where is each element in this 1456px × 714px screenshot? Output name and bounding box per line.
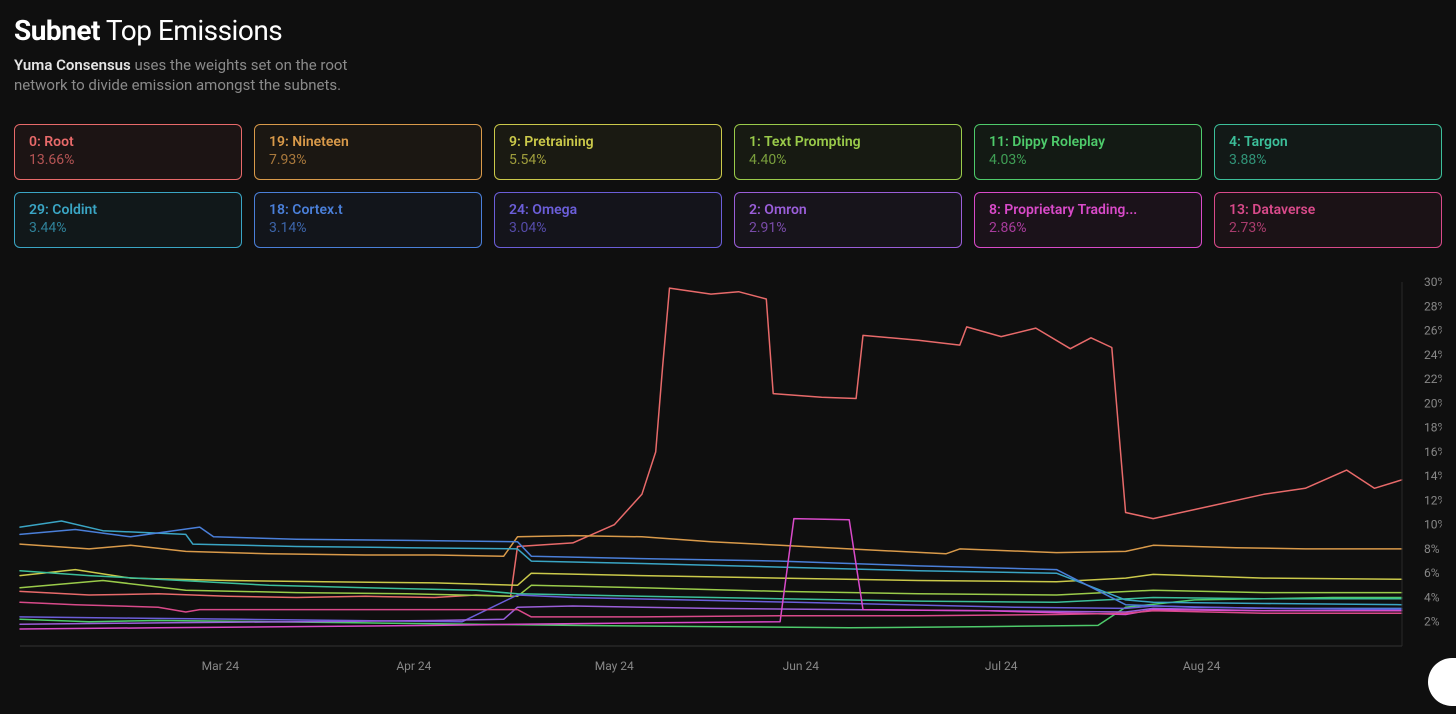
y-tick-label: 26%	[1424, 324, 1442, 338]
legend-grid: 0: Root13.66%19: Nineteen7.93%9: Pretrai…	[14, 124, 1442, 249]
y-tick-label: 6%	[1424, 566, 1440, 580]
x-tick-label: May 24	[595, 659, 634, 673]
legend-label: 24: Omega	[509, 201, 707, 219]
legend-item-2[interactable]: 2: Omron2.91%	[734, 192, 962, 248]
y-tick-label: 2%	[1424, 615, 1440, 629]
chart-container: 2% 4% 6% 8% 10% 12% 14% 16% 18% 20% 22% 24% 26% 28% 30…	[14, 266, 1442, 686]
x-tick-label: Jul 24	[985, 659, 1018, 673]
legend-value: 3.88%	[1229, 151, 1427, 169]
legend-label: 11: Dippy Roleplay	[989, 133, 1187, 151]
legend-label: 1: Text Prompting	[749, 133, 947, 151]
x-tick-label: Mar 24	[202, 659, 240, 673]
series-line	[20, 521, 1402, 605]
x-tick-label: Apr 24	[396, 659, 431, 673]
legend-label: 2: Omron	[749, 201, 947, 219]
series-line	[20, 288, 1402, 597]
legend-label: 0: Root	[29, 133, 227, 151]
legend-value: 4.03%	[989, 151, 1187, 169]
page-title: Subnet Top Emissions	[14, 14, 1442, 47]
legend-item-4[interactable]: 4: Targon3.88%	[1214, 124, 1442, 180]
legend-item-0[interactable]: 0: Root13.66%	[14, 124, 242, 180]
y-tick-label: 4%	[1424, 591, 1440, 605]
legend-item-8[interactable]: 8: Proprietary Trading...2.86%	[974, 192, 1202, 248]
legend-value: 5.54%	[509, 151, 707, 169]
legend-item-11[interactable]: 11: Dippy Roleplay4.03%	[974, 124, 1202, 180]
page-header: Subnet Top Emissions Yuma Consensus uses…	[14, 14, 1442, 96]
legend-value: 7.93%	[269, 151, 467, 169]
legend-item-13[interactable]: 13: Dataverse2.73%	[1214, 192, 1442, 248]
legend-label: 29: Coldint	[29, 201, 227, 219]
legend-value: 2.91%	[749, 219, 947, 237]
y-tick-label: 28%	[1424, 300, 1442, 314]
y-tick-label: 22%	[1424, 372, 1442, 386]
x-tick-label: Aug 24	[1183, 659, 1221, 673]
title-rest: Top Emissions	[106, 14, 282, 47]
legend-label: 4: Targon	[1229, 133, 1427, 151]
legend-value: 3.14%	[269, 219, 467, 237]
y-tick-label: 16%	[1424, 445, 1442, 459]
y-tick-label: 14%	[1424, 469, 1442, 483]
legend-label: 13: Dataverse	[1229, 201, 1427, 219]
series-line	[20, 536, 1402, 557]
y-tick-label: 12%	[1424, 494, 1442, 508]
legend-item-29[interactable]: 29: Coldint3.44%	[14, 192, 242, 248]
legend-item-1[interactable]: 1: Text Prompting4.40%	[734, 124, 962, 180]
y-tick-label: 8%	[1424, 542, 1440, 556]
emissions-chart: 2% 4% 6% 8% 10% 12% 14% 16% 18% 20% 22% 24% 26% 28% 30…	[14, 266, 1442, 686]
y-tick-label: 20%	[1424, 397, 1442, 411]
legend-label: 9: Pretraining	[509, 133, 707, 151]
legend-value: 13.66%	[29, 151, 227, 169]
subtitle-strong: Yuma Consensus	[14, 56, 131, 74]
legend-value: 2.86%	[989, 219, 1187, 237]
title-bold: Subnet	[14, 14, 100, 47]
legend-value: 3.44%	[29, 219, 227, 237]
x-tick-label: Jun 24	[783, 659, 820, 673]
y-tick-label: 30%	[1424, 275, 1442, 289]
y-tick-label: 24%	[1424, 348, 1442, 362]
y-tick-label: 10%	[1424, 518, 1442, 532]
legend-item-24[interactable]: 24: Omega3.04%	[494, 192, 722, 248]
y-tick-label: 18%	[1424, 421, 1442, 435]
legend-label: 8: Proprietary Trading...	[989, 201, 1187, 219]
legend-value: 2.73%	[1229, 219, 1427, 237]
legend-item-9[interactable]: 9: Pretraining5.54%	[494, 124, 722, 180]
legend-value: 4.40%	[749, 151, 947, 169]
legend-item-18[interactable]: 18: Cortex.t3.14%	[254, 192, 482, 248]
legend-label: 19: Nineteen	[269, 133, 467, 151]
legend-label: 18: Cortex.t	[269, 201, 467, 219]
legend-item-19[interactable]: 19: Nineteen7.93%	[254, 124, 482, 180]
page-subtitle: Yuma Consensus uses the weights set on t…	[14, 55, 394, 96]
legend-value: 3.04%	[509, 219, 707, 237]
